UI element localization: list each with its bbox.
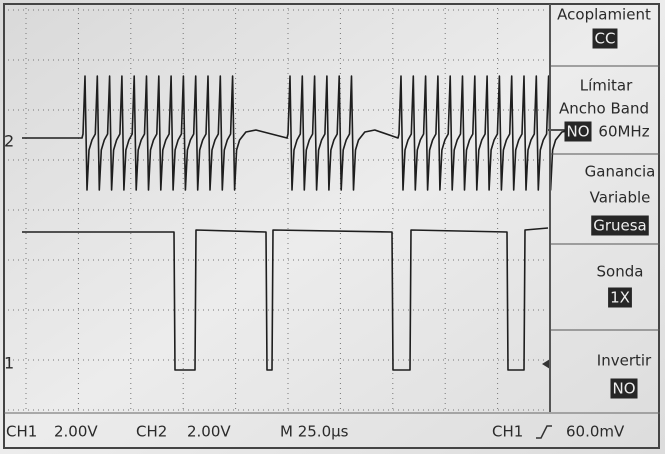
trigger-level: 60.0mV [566,423,625,441]
oscilloscope-screen: 2 1 Acoplamient CC Límitar Ancho Band NO… [0,0,665,454]
ch2-scale: 2.00V [187,423,231,441]
menu-value[interactable]: Gruesa [593,217,647,235]
ch1-marker: 1 [4,354,14,373]
menu-label[interactable]: Límitar [580,77,633,95]
menu-label[interactable]: Sonda [597,263,644,281]
menu-label[interactable]: Acoplamient [557,6,651,24]
background [0,0,665,454]
timebase: M 25.0µs [280,423,349,441]
ch1-scale: 2.00V [54,423,98,441]
menu-label[interactable]: Invertir [597,352,652,370]
ch2-label: CH2 [136,423,167,441]
menu-label[interactable]: Variable [590,189,651,207]
ch2-marker: 2 [4,132,14,151]
menu-value[interactable]: 1X [610,289,630,307]
menu-value[interactable]: NO [566,123,589,141]
trigger-source: CH1 [492,423,523,441]
menu-value[interactable]: CC [595,30,616,48]
ch1-label: CH1 [6,423,37,441]
menu-label[interactable]: Ganancia [585,163,656,181]
menu-label[interactable]: Ancho Band [559,100,649,118]
menu-extra[interactable]: 60MHz [598,123,649,141]
menu-value[interactable]: NO [612,380,635,398]
